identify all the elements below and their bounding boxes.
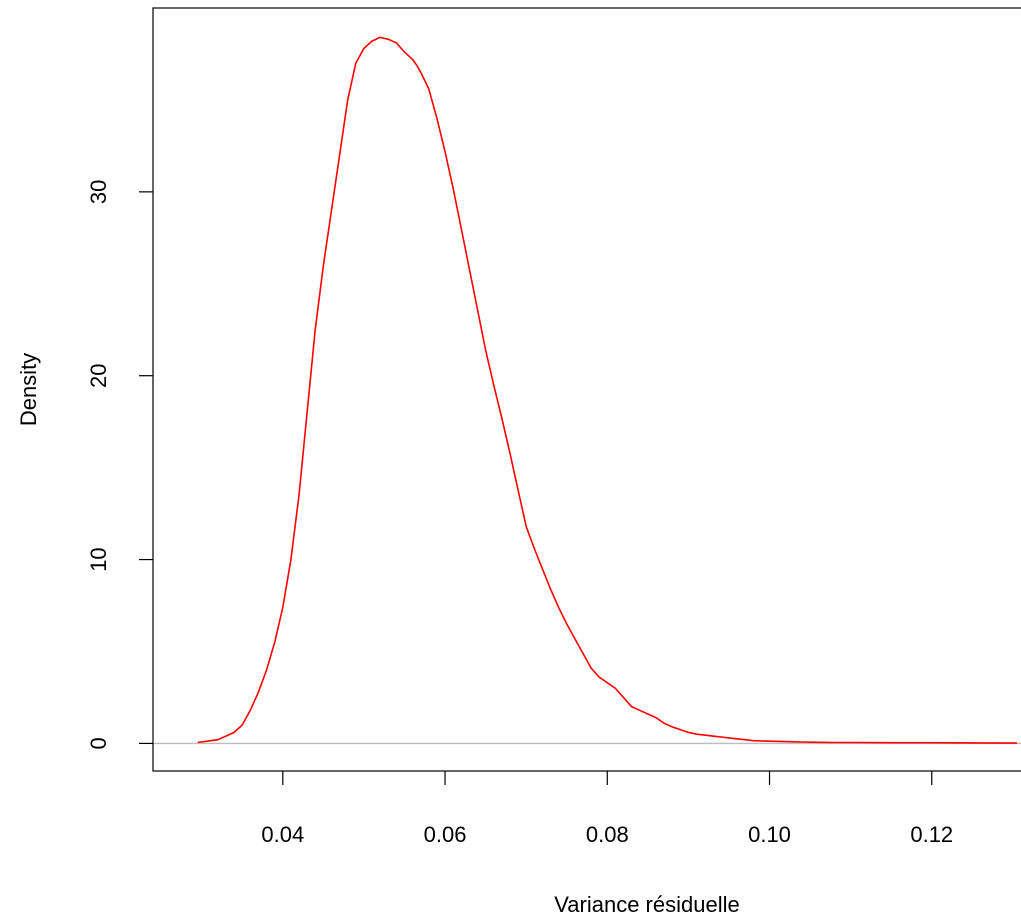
x-tick-label: 0.10: [748, 822, 791, 847]
y-axis-ticks: 0 10 20 30: [86, 180, 153, 750]
x-axis-label: Variance résiduelle: [554, 892, 739, 917]
x-tick-label: 0.08: [586, 822, 629, 847]
y-tick-label: 30: [86, 180, 111, 204]
x-axis-ticks: 0.04 0.06 0.08 0.10 0.12: [261, 771, 953, 847]
y-tick-label: 0: [86, 737, 111, 749]
density-curve: [197, 36, 1017, 744]
x-tick-label: 0.06: [424, 822, 467, 847]
y-tick-label: 10: [86, 547, 111, 571]
x-tick-label: 0.04: [261, 822, 304, 847]
x-tick-label: 0.12: [910, 822, 953, 847]
y-tick-label: 20: [86, 363, 111, 387]
plot-frame: [152, 7, 1021, 772]
y-axis-label: Density: [16, 353, 41, 426]
